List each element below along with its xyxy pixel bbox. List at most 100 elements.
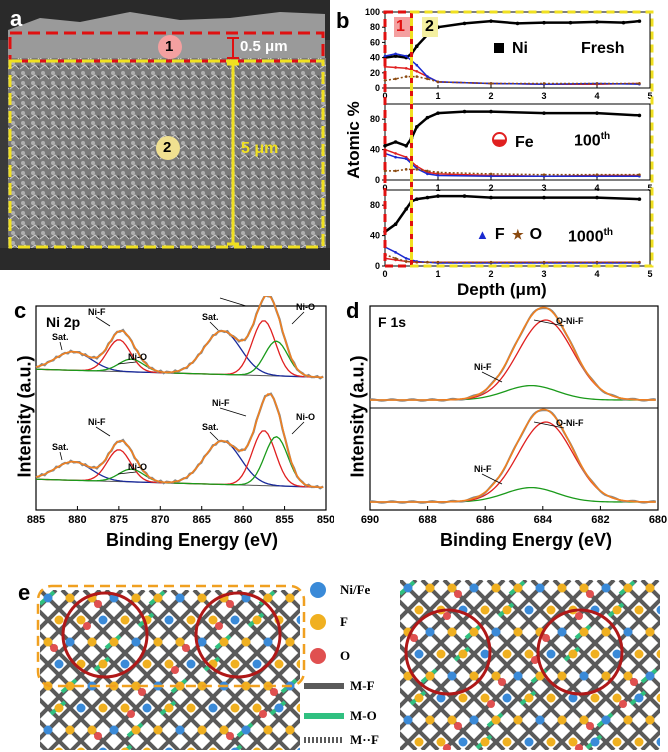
point-ni xyxy=(393,222,398,226)
x-tick-label: 5 xyxy=(647,91,652,101)
f-atom xyxy=(513,627,523,637)
f-atom xyxy=(197,725,207,735)
ni-fe-atom xyxy=(656,605,660,615)
point-o xyxy=(404,168,408,171)
point-o xyxy=(638,173,641,176)
series-o-line xyxy=(384,253,640,263)
ni-fe-atom xyxy=(568,693,578,703)
f-atom xyxy=(120,703,130,713)
point-ni xyxy=(515,21,520,26)
m-f-bond xyxy=(618,580,660,623)
series-ni-line xyxy=(384,110,640,148)
highlight-circle xyxy=(61,591,149,679)
x-axis-label: Depth (μm) xyxy=(457,280,547,299)
f-atom xyxy=(546,693,556,703)
f-atom xyxy=(186,615,196,625)
ni-fe-atom xyxy=(612,649,622,659)
x-tick-label: 1 xyxy=(435,183,440,193)
point-ni xyxy=(393,140,398,144)
ni-fe-atom xyxy=(109,725,119,735)
o-atom xyxy=(454,590,462,598)
ni-fe-atom xyxy=(208,703,218,713)
f-atom xyxy=(252,747,262,750)
point-ni xyxy=(404,207,408,211)
peak-annotation: Ni-F xyxy=(88,417,106,427)
region-1-box xyxy=(383,10,413,268)
f-legend-icon xyxy=(310,614,326,630)
f-atom xyxy=(403,671,413,681)
point-o xyxy=(595,82,599,85)
f-atom xyxy=(425,715,435,725)
x-tick-label: 3 xyxy=(541,183,546,193)
point-f xyxy=(426,172,429,176)
point-o xyxy=(542,260,546,264)
f-atom xyxy=(480,737,490,747)
legend-f: ▲ F xyxy=(476,226,505,243)
f-atom xyxy=(153,725,163,735)
o-atom xyxy=(94,732,102,740)
region-2-box xyxy=(410,10,654,268)
point-o xyxy=(394,257,397,260)
series-o-line xyxy=(384,75,640,85)
f-atom xyxy=(65,681,75,691)
state-fresh-label: Fresh xyxy=(581,40,625,57)
f-atom xyxy=(76,747,86,750)
annotation-pointer xyxy=(533,319,565,327)
ni-fe-atom xyxy=(436,693,446,703)
ni-fe-atom xyxy=(447,671,457,681)
peak-annotation: Ni-O xyxy=(128,352,147,362)
point-f xyxy=(426,75,429,78)
f-atom xyxy=(241,637,251,647)
o-atom xyxy=(498,678,506,686)
highlight-circle xyxy=(404,608,492,696)
f-atom xyxy=(623,671,633,681)
ni-fe-atom xyxy=(557,627,567,637)
ni-fe-atom xyxy=(175,725,185,735)
x-tick-label: 4 xyxy=(594,91,599,101)
o-atom xyxy=(443,612,451,620)
x-tick-label: 3 xyxy=(541,269,546,279)
peak-annotation: Ni-O xyxy=(296,302,315,312)
f-atom xyxy=(164,703,174,713)
point-ni xyxy=(489,109,493,114)
f-atom xyxy=(623,715,633,725)
f-atom xyxy=(645,715,655,725)
ni2p-title: Ni 2p xyxy=(46,314,81,330)
point-ni xyxy=(425,195,430,200)
f-atom xyxy=(557,671,567,681)
ni-fe-atom xyxy=(186,659,196,669)
panel-c: c Ni 2p Intensity (a.u.) 885 880 875 870 865… xyxy=(0,296,334,558)
point-ni xyxy=(415,197,419,201)
f-atom xyxy=(186,747,196,750)
m-f-bond xyxy=(574,580,660,667)
ni-fe-atom xyxy=(164,747,174,750)
point-f xyxy=(404,157,408,161)
o-atom xyxy=(270,688,278,696)
m-f-bond xyxy=(236,590,300,655)
o-atom xyxy=(586,722,594,730)
series-o-line xyxy=(385,168,640,176)
annotation-pointer xyxy=(533,421,565,429)
f-atom xyxy=(142,747,152,750)
ni-o-fit xyxy=(35,340,324,378)
point-f xyxy=(394,155,397,159)
ni-fe-atom xyxy=(524,605,534,615)
ni-fe-atom xyxy=(54,659,64,669)
point-fe xyxy=(394,152,397,155)
annotation-pointer xyxy=(219,407,247,417)
f-atom xyxy=(447,715,457,725)
point-ni xyxy=(415,44,419,48)
y-tick-label: 0 xyxy=(375,83,380,93)
point-o xyxy=(426,169,429,173)
state-100-label: 100th xyxy=(574,131,611,150)
ni-fe-atom xyxy=(241,593,251,603)
ni-fe-atom xyxy=(458,737,468,747)
annotation-pointer xyxy=(117,361,137,365)
f-atom xyxy=(274,747,284,750)
point-ni xyxy=(425,115,430,120)
highlight-circle xyxy=(536,608,624,696)
f-atom xyxy=(54,615,64,625)
y-tick-label: 60 xyxy=(370,37,380,47)
point-o xyxy=(638,260,641,264)
f-atom xyxy=(241,681,251,691)
